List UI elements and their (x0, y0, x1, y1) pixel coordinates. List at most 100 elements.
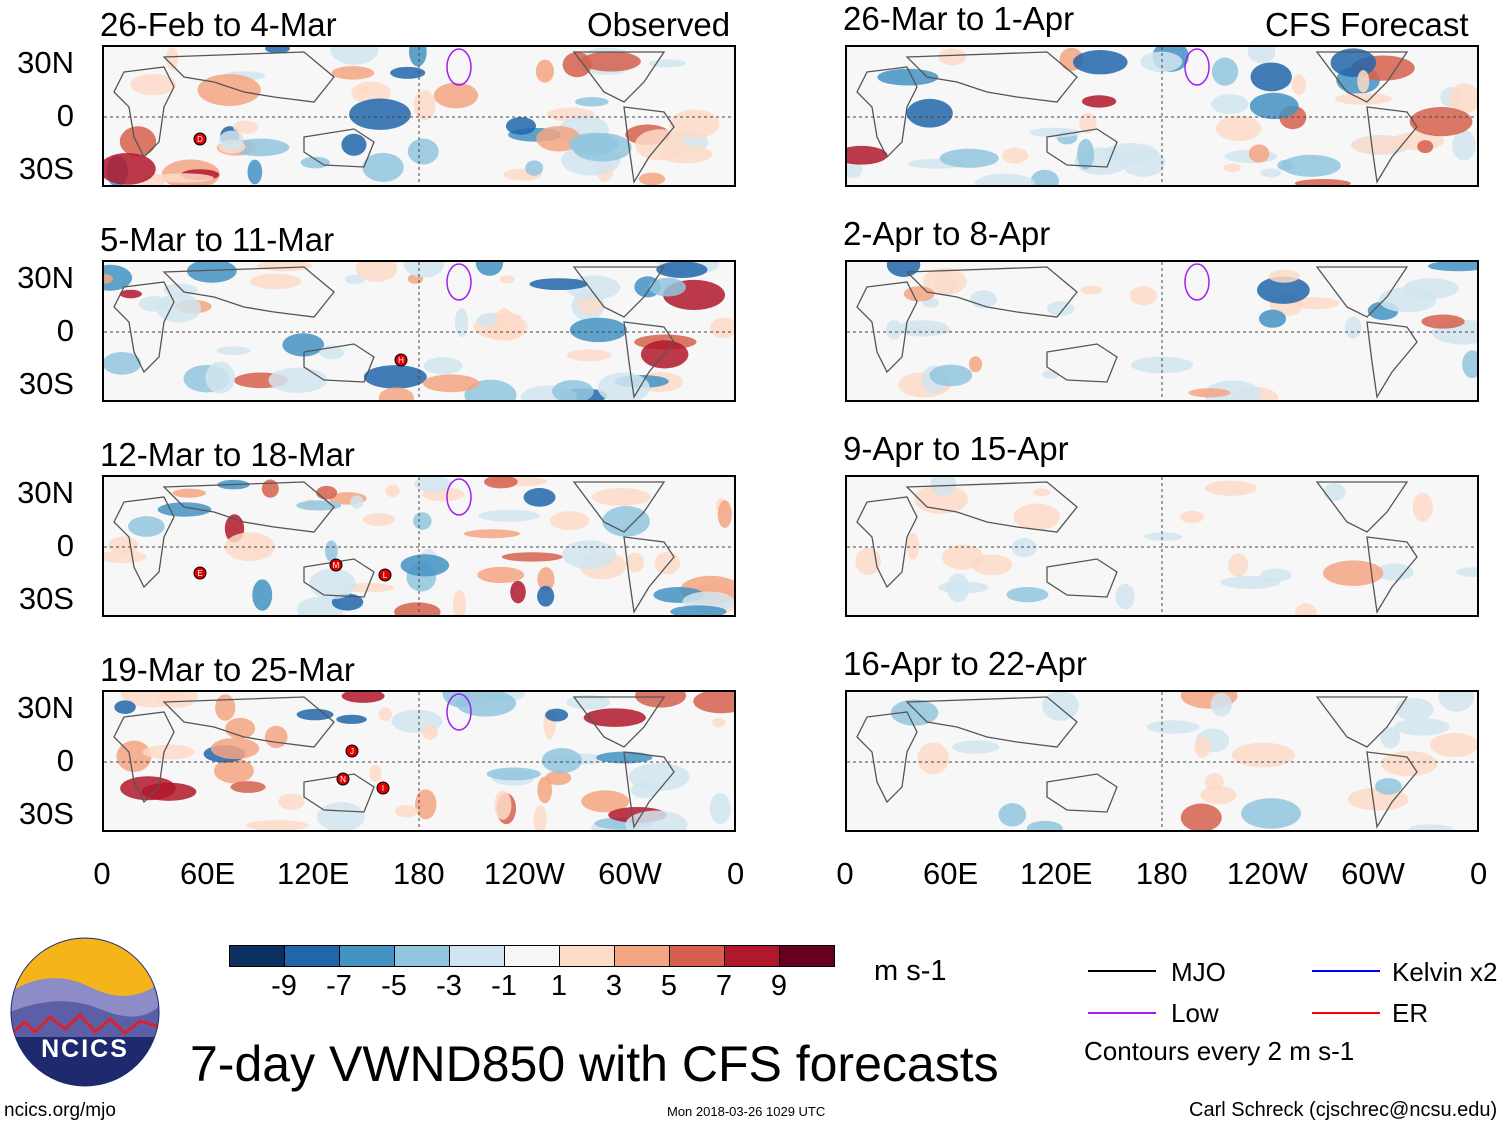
wind-anomaly-blob (344, 274, 365, 284)
wind-anomaly-blob (1249, 92, 1299, 120)
wind-anomaly-blob (635, 692, 687, 708)
wind-anomaly-blob (583, 708, 646, 727)
wind-anomaly-blob (1412, 492, 1433, 522)
colorbar-label: -7 (326, 970, 352, 1002)
wind-anomaly-blob (1248, 144, 1270, 163)
wind-anomaly-blob (1291, 74, 1307, 95)
wind-anomaly-blob (855, 547, 881, 575)
wind-anomaly-blob (165, 47, 179, 70)
wind-anomaly-blob (566, 349, 612, 362)
panel-title-fc-3: 9-Apr to 15-Apr (843, 430, 1069, 467)
wind-anomaly-blob (104, 274, 113, 284)
lon-label: 0 (726, 856, 745, 891)
wind-anomaly-blob (1211, 57, 1239, 86)
coastline (1366, 321, 1418, 399)
wind-anomaly-blob (896, 320, 949, 337)
wind-anomaly-blob (216, 346, 251, 356)
wind-anomaly-blob (413, 90, 436, 121)
wind-anomaly-blob (1323, 483, 1346, 502)
coastline (1315, 266, 1409, 318)
wind-anomaly-blob (1268, 269, 1300, 283)
map-panel-forecast-1 (845, 45, 1479, 187)
wind-anomaly-blob (186, 262, 237, 283)
colorbar-swatch (614, 945, 670, 967)
wind-anomaly-blob (394, 805, 419, 818)
wind-anomaly-blob (1103, 143, 1158, 164)
figure-title: 7-day VWND850 with CFS forecasts (190, 1036, 999, 1092)
wind-anomaly-blob (1330, 48, 1377, 77)
storm-marker: J (345, 744, 359, 758)
lat-label: 30N (17, 45, 74, 80)
wind-anomaly-blob (1281, 154, 1341, 177)
wind-anomaly-blob (261, 479, 279, 498)
coastline (856, 711, 918, 804)
credit: Carl Schreck (cjschrec@ncsu.edu) (1189, 1099, 1498, 1121)
legend-line-er (1312, 1012, 1380, 1014)
legend-line-low (1088, 1012, 1156, 1014)
storm-letter: I (382, 784, 384, 793)
wind-anomaly-blob (717, 500, 732, 529)
wind-anomaly-blob (369, 764, 382, 783)
lon-label: 120E (1019, 856, 1093, 891)
wind-anomaly-blob (1258, 309, 1287, 328)
wind-anomaly-blob (581, 51, 641, 72)
coastline (1366, 106, 1418, 184)
panel-title-obs-3: 12-Mar to 18-Mar (100, 436, 355, 473)
wind-anomaly-blob (533, 805, 547, 830)
coastline (1046, 343, 1118, 383)
coastline (1315, 481, 1409, 533)
wind-anomaly-blob (119, 126, 157, 157)
contour-note: Contours every 2 m s-1 (1084, 1036, 1355, 1066)
wind-anomaly-blob (157, 502, 212, 517)
wind-anomaly-blob (408, 47, 427, 67)
anomaly-map (847, 692, 1477, 830)
wind-anomaly-blob (172, 488, 206, 498)
coastline (572, 51, 666, 103)
wind-anomaly-blob (523, 487, 556, 507)
colorbar-swatch (669, 945, 725, 967)
storm-letter: D (197, 135, 203, 144)
storm-letter: J (350, 747, 354, 756)
wind-anomaly-blob (1408, 824, 1454, 830)
panel-title-obs-1: 26-Feb to 4-Mar (100, 6, 337, 43)
coastline (623, 106, 675, 184)
wind-anomaly-blob (119, 289, 142, 299)
wind-anomaly-blob (1455, 567, 1477, 577)
coastline (1046, 128, 1118, 168)
map-panel-observed-3: E M L (102, 475, 736, 617)
wind-anomaly-blob (906, 532, 920, 560)
wind-anomaly-blob (282, 333, 325, 357)
wind-anomaly-blob (1200, 785, 1237, 805)
storm-marker: I (376, 781, 390, 795)
colorbar-label: 5 (660, 970, 678, 1002)
storm-marker: N (336, 772, 350, 786)
site-link[interactable]: ncics.org/mjo (4, 1100, 116, 1121)
wind-anomaly-blob (1146, 720, 1200, 734)
colorbar-label: -1 (491, 970, 517, 1002)
colorbar-label: 3 (605, 970, 623, 1002)
wind-anomaly-blob (362, 152, 404, 182)
wind-anomaly-blob (309, 568, 356, 600)
wind-anomaly-blob (569, 317, 627, 343)
wind-anomaly-blob (1294, 179, 1351, 185)
storm-letter: M (333, 561, 340, 570)
wind-anomaly-blob (906, 98, 953, 128)
wind-anomaly-blob (930, 477, 956, 496)
wind-anomaly-blob (349, 98, 411, 130)
wind-anomaly-blob (946, 573, 970, 603)
wind-anomaly-blob (693, 692, 734, 714)
wind-anomaly-blob (971, 554, 1013, 576)
colorbar-label: -9 (271, 970, 297, 1002)
wind-anomaly-blob (529, 278, 588, 291)
wind-anomaly-blob (1129, 286, 1158, 306)
wind-anomaly-blob (350, 495, 364, 509)
lat-label: 30S (18, 151, 74, 186)
wind-anomaly-blob (1144, 532, 1183, 541)
coastline (856, 496, 918, 589)
wind-anomaly-blob (1375, 563, 1414, 581)
wind-anomaly-blob (1241, 798, 1302, 829)
lon-label: 60W (598, 856, 662, 891)
lat-label: 30S (18, 796, 74, 831)
wind-anomaly-blob (104, 550, 147, 564)
wind-anomaly-blob (1438, 692, 1475, 712)
